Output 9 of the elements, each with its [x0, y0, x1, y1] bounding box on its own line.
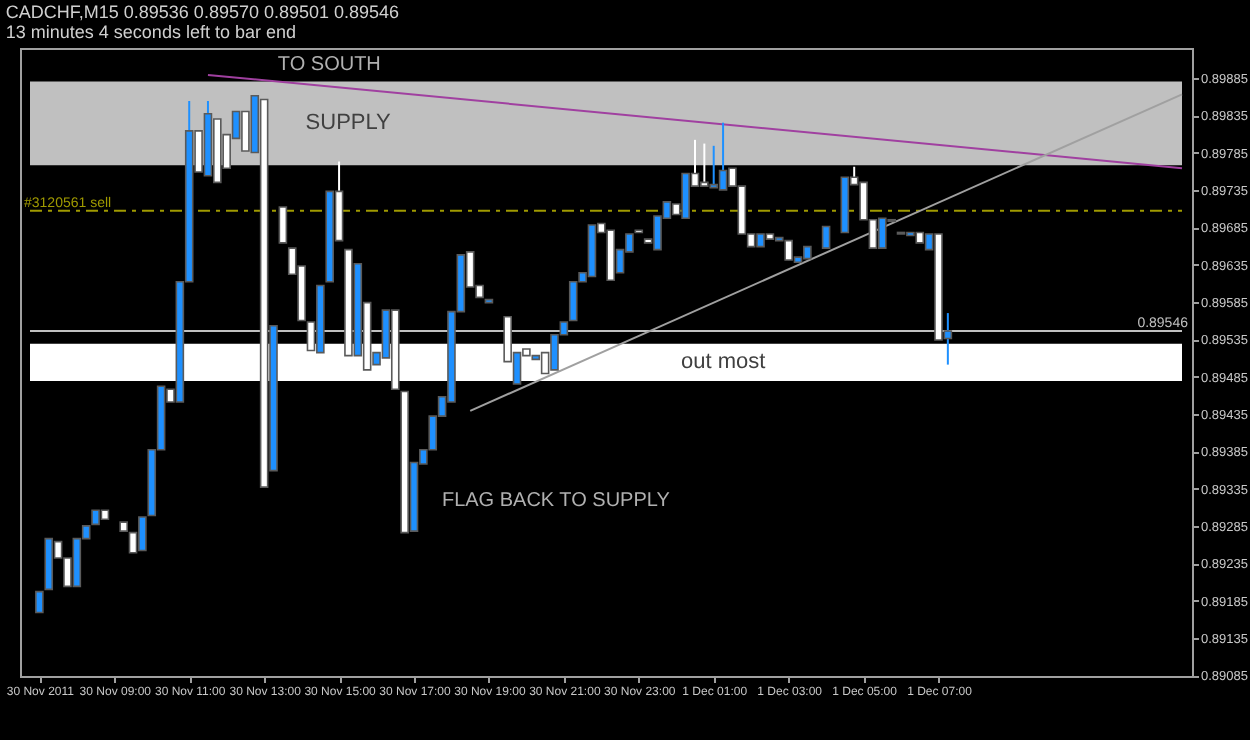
annotation: FLAG BACK TO SUPPLY: [441, 490, 671, 513]
candlestick: [35, 590, 44, 614]
candlestick: [821, 225, 831, 249]
chart-title: CADCHF,M15 0.89536 0.89570 0.89501 0.89546: [5, 2, 400, 22]
band-label: SUPPLY: [305, 111, 393, 136]
chart-subtitle: 13 minutes 4 seconds left to bar end: [5, 22, 296, 42]
candlestick: [278, 206, 288, 244]
annotation: TO SOUTH: [277, 54, 381, 76]
band-label: out most: [681, 350, 766, 375]
